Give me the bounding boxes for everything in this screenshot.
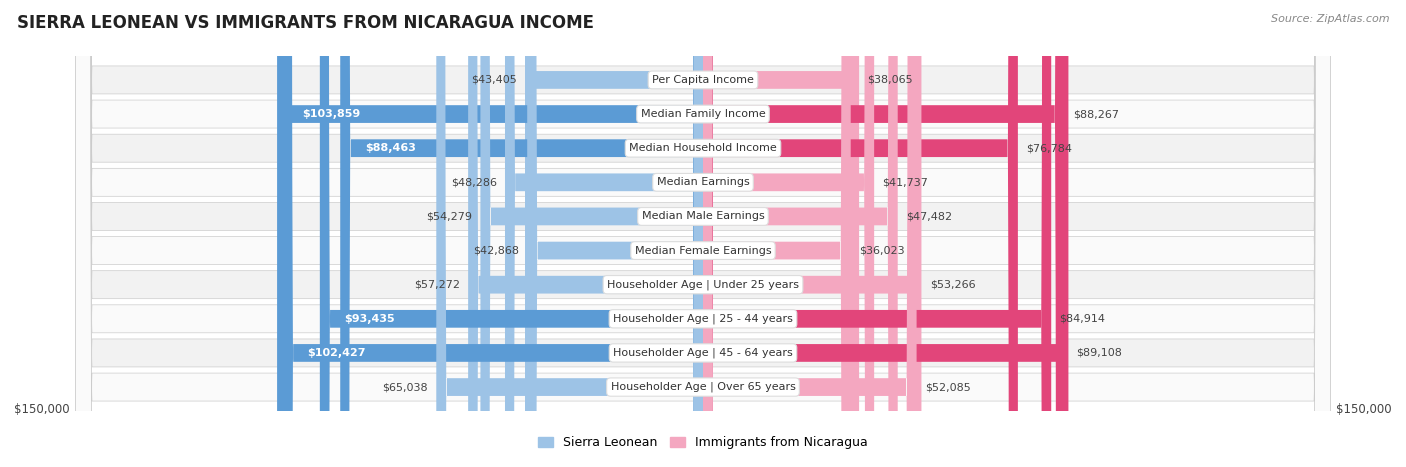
FancyBboxPatch shape	[505, 0, 703, 467]
Text: Median Earnings: Median Earnings	[657, 177, 749, 187]
FancyBboxPatch shape	[481, 0, 703, 467]
Text: $52,085: $52,085	[925, 382, 970, 392]
Text: Per Capita Income: Per Capita Income	[652, 75, 754, 85]
Text: Householder Age | 45 - 64 years: Householder Age | 45 - 64 years	[613, 348, 793, 358]
Text: $76,784: $76,784	[1026, 143, 1073, 153]
Text: $93,435: $93,435	[344, 314, 395, 324]
FancyBboxPatch shape	[703, 0, 1069, 467]
Legend: Sierra Leonean, Immigrants from Nicaragua: Sierra Leonean, Immigrants from Nicaragu…	[533, 432, 873, 454]
Text: $150,000: $150,000	[1336, 403, 1392, 416]
FancyBboxPatch shape	[76, 0, 1330, 467]
Text: $57,272: $57,272	[413, 280, 460, 290]
Text: $41,737: $41,737	[883, 177, 928, 187]
Text: Householder Age | 25 - 44 years: Householder Age | 25 - 44 years	[613, 313, 793, 324]
FancyBboxPatch shape	[436, 0, 703, 467]
FancyBboxPatch shape	[340, 0, 703, 467]
Text: $43,405: $43,405	[471, 75, 517, 85]
FancyBboxPatch shape	[76, 0, 1330, 467]
Text: $88,463: $88,463	[364, 143, 416, 153]
FancyBboxPatch shape	[76, 0, 1330, 467]
FancyBboxPatch shape	[703, 0, 1018, 467]
Text: $102,427: $102,427	[308, 348, 366, 358]
FancyBboxPatch shape	[76, 0, 1330, 467]
FancyBboxPatch shape	[283, 0, 703, 467]
Text: $38,065: $38,065	[868, 75, 912, 85]
FancyBboxPatch shape	[76, 0, 1330, 467]
FancyBboxPatch shape	[703, 0, 897, 467]
Text: $89,108: $89,108	[1077, 348, 1122, 358]
Text: $65,038: $65,038	[382, 382, 427, 392]
Text: Median Male Earnings: Median Male Earnings	[641, 212, 765, 221]
Text: $54,279: $54,279	[426, 212, 472, 221]
Text: $48,286: $48,286	[451, 177, 496, 187]
FancyBboxPatch shape	[468, 0, 703, 467]
Text: $150,000: $150,000	[14, 403, 70, 416]
Text: Median Female Earnings: Median Female Earnings	[634, 246, 772, 255]
Text: $53,266: $53,266	[929, 280, 976, 290]
FancyBboxPatch shape	[703, 0, 921, 467]
FancyBboxPatch shape	[76, 0, 1330, 467]
FancyBboxPatch shape	[703, 0, 1064, 467]
Text: $47,482: $47,482	[905, 212, 952, 221]
Text: Householder Age | Over 65 years: Householder Age | Over 65 years	[610, 382, 796, 392]
FancyBboxPatch shape	[524, 0, 703, 467]
FancyBboxPatch shape	[319, 0, 703, 467]
FancyBboxPatch shape	[76, 0, 1330, 467]
Text: Median Household Income: Median Household Income	[628, 143, 778, 153]
FancyBboxPatch shape	[703, 0, 851, 467]
Text: $88,267: $88,267	[1073, 109, 1119, 119]
Text: Median Family Income: Median Family Income	[641, 109, 765, 119]
FancyBboxPatch shape	[703, 0, 917, 467]
Text: $103,859: $103,859	[302, 109, 360, 119]
Text: Householder Age | Under 25 years: Householder Age | Under 25 years	[607, 279, 799, 290]
FancyBboxPatch shape	[76, 0, 1330, 467]
FancyBboxPatch shape	[703, 0, 859, 467]
Text: Source: ZipAtlas.com: Source: ZipAtlas.com	[1271, 14, 1389, 24]
FancyBboxPatch shape	[277, 0, 703, 467]
FancyBboxPatch shape	[703, 0, 875, 467]
FancyBboxPatch shape	[76, 0, 1330, 467]
Text: SIERRA LEONEAN VS IMMIGRANTS FROM NICARAGUA INCOME: SIERRA LEONEAN VS IMMIGRANTS FROM NICARA…	[17, 14, 593, 32]
FancyBboxPatch shape	[527, 0, 703, 467]
Text: $84,914: $84,914	[1059, 314, 1105, 324]
Text: $42,868: $42,868	[472, 246, 519, 255]
FancyBboxPatch shape	[703, 0, 1052, 467]
FancyBboxPatch shape	[76, 0, 1330, 467]
Text: $36,023: $36,023	[859, 246, 904, 255]
